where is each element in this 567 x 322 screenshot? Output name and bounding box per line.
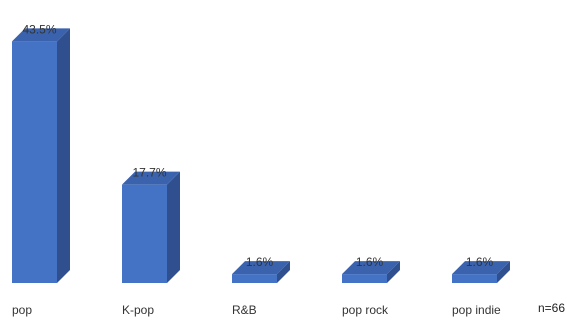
bar-top-pop-indie [452,261,510,275]
bar-side-r-b [277,261,290,283]
value-label-pop-rock: 1.6% [356,255,384,269]
bar-front-k-pop [122,184,167,283]
category-label-pop-indie: pop indie [452,303,501,317]
category-label-k-pop: K-pop [122,303,154,317]
bar-pop [12,28,70,284]
bar-r-b [232,261,290,283]
bar-k-pop [122,171,180,283]
bar-side-pop [57,28,70,284]
value-label-r-b: 1.6% [246,255,274,269]
value-labels-group: 43.5% 17.7% 1.6% 1.6% 1.6% [22,22,493,269]
bar-pop-rock [342,261,400,283]
bars-group [12,28,510,284]
category-label-r-b: R&B [232,303,257,317]
value-label-k-pop: 17.7% [132,166,166,180]
category-label-pop: pop [12,303,32,317]
bar-front-pop-rock [342,274,387,283]
value-label-pop-indie: 1.6% [466,255,494,269]
bar-top-pop-rock [342,261,400,275]
value-label-pop: 43.5% [22,22,56,36]
bar-top-k-pop [122,171,180,185]
bar-front-pop-indie [452,274,497,283]
sample-size-note: n=66 [537,301,565,315]
bar-front-pop [12,41,57,284]
bar-side-k-pop [167,171,180,283]
category-labels-group: pop K-pop R&B pop rock pop indie [12,303,501,317]
bar-front-r-b [232,274,277,283]
bar-side-pop-indie [497,261,510,283]
category-label-pop-rock: pop rock [342,303,389,317]
bar-top-r-b [232,261,290,275]
bar-pop-indie [452,261,510,283]
bar-top-pop [12,28,70,42]
bar-side-pop-rock [387,261,400,283]
